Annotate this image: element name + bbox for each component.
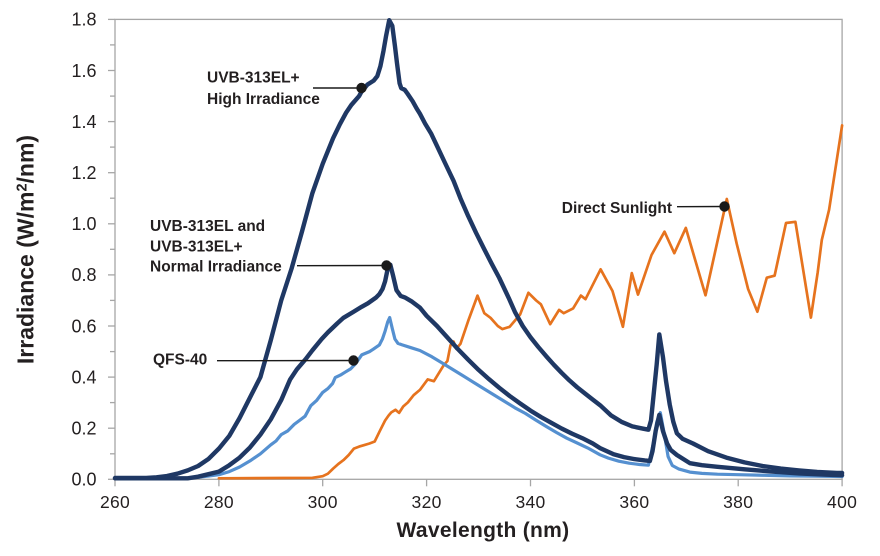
svg-text:400: 400 [827, 492, 857, 512]
svg-text:0.6: 0.6 [71, 316, 96, 336]
svg-text:320: 320 [412, 492, 442, 512]
svg-text:UVB-313EL and: UVB-313EL and [150, 218, 265, 235]
svg-text:Wavelength (nm): Wavelength (nm) [397, 519, 570, 542]
svg-text:0.8: 0.8 [71, 265, 96, 285]
svg-text:0.0: 0.0 [71, 470, 96, 490]
svg-text:1.2: 1.2 [71, 163, 96, 183]
svg-text:340: 340 [515, 492, 545, 512]
svg-text:High Irradiance: High Irradiance [207, 91, 320, 108]
svg-text:UVB-313EL+: UVB-313EL+ [207, 69, 300, 86]
svg-text:0.4: 0.4 [71, 367, 96, 387]
svg-text:Irradiance (W/m2/nm): Irradiance (W/m2/nm) [13, 135, 39, 364]
svg-text:Normal Irradiance: Normal Irradiance [150, 259, 282, 276]
svg-text:UVB-313EL+: UVB-313EL+ [150, 239, 243, 256]
svg-text:300: 300 [308, 492, 338, 512]
svg-text:QFS-40: QFS-40 [153, 352, 207, 369]
svg-text:1.6: 1.6 [71, 61, 96, 81]
svg-text:1.8: 1.8 [71, 10, 96, 30]
svg-text:360: 360 [619, 492, 649, 512]
svg-text:1.0: 1.0 [71, 214, 96, 234]
svg-text:0.2: 0.2 [71, 419, 96, 439]
svg-text:1.4: 1.4 [71, 112, 96, 132]
svg-text:280: 280 [204, 492, 234, 512]
svg-text:380: 380 [723, 492, 753, 512]
svg-text:260: 260 [100, 492, 130, 512]
svg-text:Direct Sunlight: Direct Sunlight [562, 200, 672, 217]
